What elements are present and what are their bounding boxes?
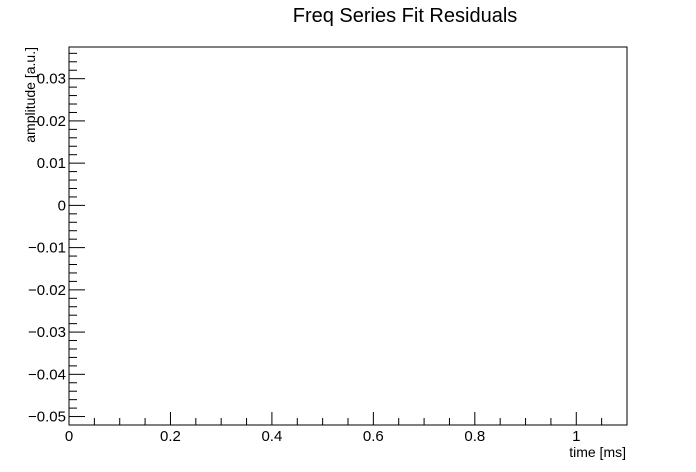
x-tick-label: 0 — [65, 428, 73, 445]
y-tick-label: 0.02 — [37, 113, 66, 130]
y-tick-label: 0.03 — [37, 71, 66, 88]
y-tick-label: −0.02 — [28, 282, 66, 299]
chart-title: Freq Series Fit Residuals — [293, 5, 518, 27]
y-tick-label: 0.01 — [37, 155, 66, 172]
x-tick-label: 0.6 — [363, 428, 384, 445]
x-tick-label: 0.2 — [160, 428, 181, 445]
x-tick-label: 0.4 — [261, 428, 282, 445]
axis-ticks — [68, 52, 628, 426]
y-tick-label: −0.03 — [28, 324, 66, 341]
y-tick-label: −0.05 — [28, 409, 66, 426]
x-tick-label: 0.8 — [464, 428, 485, 445]
y-tick-label: −0.01 — [28, 240, 66, 257]
tick-labels: 0 0.2 0.4 0.6 0.8 1 0.03 0.02 0.01 0 −0.01 −0.02 −0.… — [28, 71, 580, 445]
x-axis-title: time [ms] — [569, 444, 626, 460]
y-tick-label: 0 — [58, 197, 66, 214]
y-axis-title: amplitude [a.u.] — [22, 47, 38, 143]
x-tick-label: 1 — [572, 428, 580, 445]
y-tick-label: −0.04 — [28, 366, 66, 383]
